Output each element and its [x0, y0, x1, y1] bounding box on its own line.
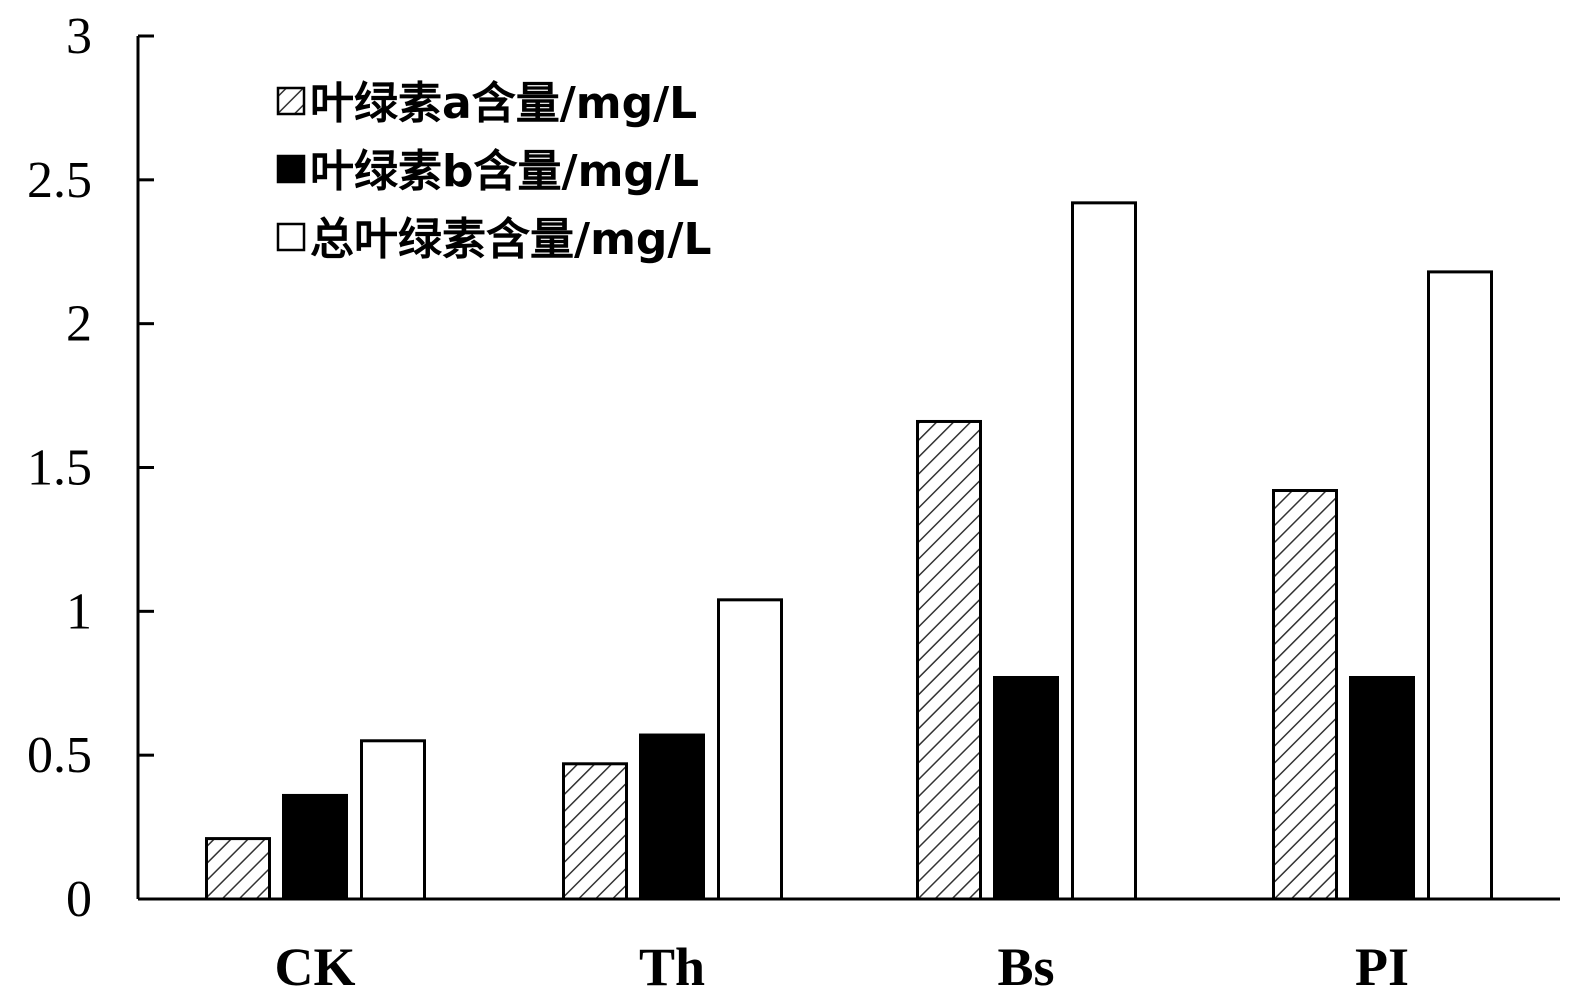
bar-ck-series-2 — [282, 793, 348, 901]
bar-th-series-2 — [639, 733, 705, 901]
y-tick-label: 0 — [66, 871, 92, 928]
x-category-label: CK — [275, 937, 356, 997]
legend: 叶绿素a含量/mg/L 叶绿素b含量/mg/L 总叶绿素含量/mg/L — [276, 78, 712, 265]
y-tick-label: 1.5 — [27, 440, 92, 497]
bar-bs-series-1 — [916, 419, 982, 901]
y-tick-label: 2 — [66, 296, 92, 353]
bars — [205, 201, 1493, 901]
y-tick-label: 2.5 — [27, 152, 92, 209]
x-category-label: PI — [1355, 937, 1409, 997]
bar-pi-series-3 — [1427, 270, 1493, 901]
legend-swatch — [276, 222, 306, 252]
x-category-label: Th — [639, 937, 705, 997]
y-tick-label: 0.5 — [27, 727, 92, 784]
bar-th-series-3 — [717, 598, 783, 901]
legend-label: 叶绿素a含量/mg/L — [310, 78, 697, 129]
bar-pi-series-1 — [1272, 489, 1338, 901]
legend-label: 叶绿素b含量/mg/L — [310, 146, 699, 197]
x-category-labels: CK Th Bs PI — [275, 937, 1410, 997]
bar-ck-series-1 — [205, 837, 271, 901]
bar-pi-series-2 — [1349, 675, 1415, 901]
bar-ck-series-3 — [360, 739, 426, 901]
legend-label: 总叶绿素含量/mg/L — [310, 214, 712, 265]
bar-bs-series-2 — [993, 675, 1059, 901]
y-tick-label: 1 — [66, 583, 92, 640]
y-tick-label: 3 — [66, 8, 92, 65]
bar-bs-series-3 — [1071, 201, 1137, 901]
legend-swatch — [276, 154, 306, 184]
legend-swatch — [276, 86, 306, 116]
bar-th-series-1 — [562, 762, 628, 901]
y-tick-labels: 0 0.5 1 1.5 2 2.5 3 — [27, 8, 92, 928]
x-category-label: Bs — [997, 937, 1054, 997]
